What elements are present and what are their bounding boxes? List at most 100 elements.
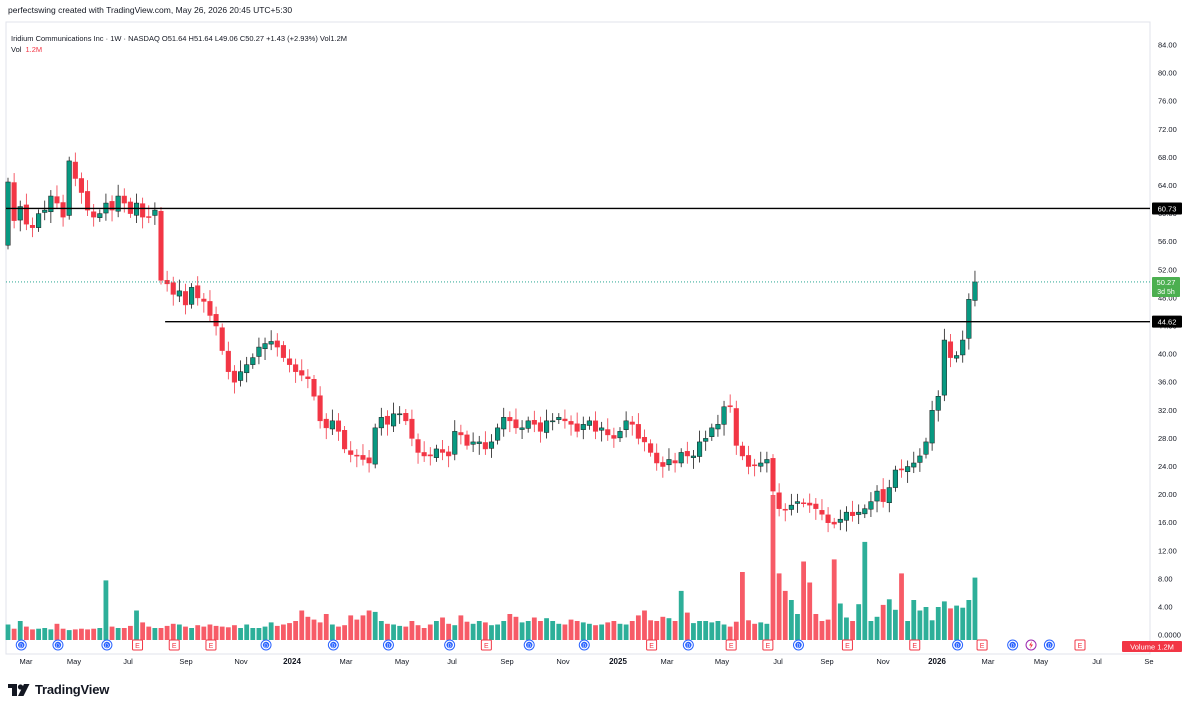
candle-body — [819, 510, 825, 515]
candle-body — [164, 280, 170, 285]
candle-body — [837, 518, 843, 523]
volume-bar — [611, 621, 617, 640]
candle-body — [831, 521, 837, 525]
candle — [568, 415, 574, 436]
volume-bar — [813, 614, 819, 640]
volume-bar — [311, 619, 317, 640]
dividend-marker-letter: D — [105, 643, 109, 649]
candle — [464, 430, 470, 450]
volume-bar — [678, 590, 684, 640]
earnings-marker-icon — [168, 639, 180, 651]
volume-bar — [446, 623, 452, 640]
dividend-marker-dot — [18, 641, 25, 649]
candle-body — [886, 487, 892, 503]
volume-bar — [489, 625, 494, 640]
volume-bar — [121, 628, 127, 640]
candle — [354, 449, 360, 468]
volume-bar — [776, 573, 782, 640]
candle — [268, 330, 274, 351]
candle-body — [476, 441, 482, 444]
time-tick-label: May — [715, 657, 729, 666]
volume-bar — [715, 621, 721, 640]
candle — [635, 413, 641, 445]
volume-bar — [740, 572, 745, 640]
candle — [513, 408, 519, 434]
volume-bar — [134, 610, 139, 640]
time-tick-label: Mar — [982, 657, 995, 666]
time-tick-label: Sep — [179, 657, 192, 666]
volume-bar — [103, 580, 109, 640]
tradingview-logo-icon — [8, 683, 30, 696]
earnings-marker-icon — [205, 639, 217, 651]
candle-body — [770, 458, 776, 492]
candle — [690, 449, 696, 469]
candle — [378, 407, 384, 436]
candle-body — [323, 418, 329, 429]
volume-bar — [164, 625, 170, 640]
volume-legend[interactable]: Vol 1.2M — [11, 45, 42, 54]
volume-bar — [421, 628, 427, 640]
candle — [195, 276, 201, 306]
volume-bar — [758, 622, 764, 640]
candle — [182, 283, 189, 315]
candle-body — [176, 290, 182, 297]
candle-body — [758, 462, 764, 467]
volume-bar — [97, 628, 103, 640]
price-tick-label: 64.00 — [1158, 181, 1177, 190]
time-tick-label: May — [1034, 657, 1048, 666]
candle — [329, 409, 335, 435]
candle — [519, 420, 525, 440]
candle — [770, 454, 776, 496]
volume-bar — [709, 622, 715, 640]
time-tick-label: 2025 — [609, 657, 627, 666]
earnings-marker-letter: E — [845, 643, 850, 650]
candle — [256, 337, 262, 365]
candle-body — [421, 452, 427, 457]
candle-body — [11, 182, 17, 221]
volume-bar — [342, 625, 347, 640]
candle-body — [531, 420, 537, 425]
volume-bar — [115, 628, 121, 640]
candle — [648, 439, 654, 457]
time-tick-label: 2026 — [928, 657, 946, 666]
candle — [941, 328, 947, 402]
volume-bar — [941, 601, 947, 640]
candle-body — [36, 213, 42, 228]
event-marker-D: D — [101, 639, 113, 651]
volume-label-bg — [1122, 641, 1182, 652]
volume-bar — [256, 628, 262, 640]
volume-bar — [593, 625, 598, 640]
candle-body — [544, 420, 550, 433]
candle — [170, 276, 176, 306]
dividend-marker-letter: D — [1011, 643, 1015, 649]
horizontal-line-label: 44.62 — [1158, 318, 1177, 327]
candle — [843, 506, 849, 532]
event-marker-D: D — [1043, 639, 1055, 651]
candle — [439, 440, 446, 461]
candle — [776, 483, 782, 517]
candle — [397, 406, 403, 424]
candle-body — [360, 455, 366, 460]
candle — [868, 492, 874, 517]
candle-body — [238, 371, 244, 381]
candle-body — [342, 430, 348, 450]
candle-body — [617, 431, 623, 439]
candle — [29, 217, 36, 238]
candle-body — [78, 178, 84, 193]
candle — [537, 416, 543, 443]
candle — [201, 293, 207, 313]
volume-bar — [79, 628, 84, 640]
price-tick-label: 12.00 — [1158, 546, 1177, 555]
tradingview-brand[interactable]: TradingView — [8, 682, 109, 697]
candle-body — [170, 282, 176, 295]
volume-bar — [746, 620, 751, 640]
candle-body — [231, 370, 237, 383]
earnings-marker-letter: E — [729, 643, 734, 650]
candle-body — [788, 504, 794, 510]
dividend-marker-letter: D — [687, 643, 691, 649]
volume-bar — [617, 623, 623, 640]
symbol-legend[interactable]: Iridium Communications Inc · 1W · NASDAQ… — [11, 34, 347, 43]
candle-body — [850, 511, 856, 516]
candle — [207, 290, 213, 322]
